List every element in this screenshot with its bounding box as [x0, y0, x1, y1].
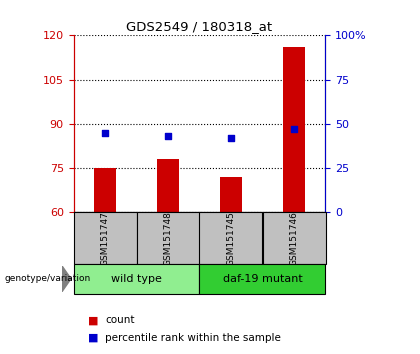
Text: count: count: [105, 315, 134, 325]
Polygon shape: [62, 266, 71, 292]
Point: [228, 135, 234, 141]
Text: percentile rank within the sample: percentile rank within the sample: [105, 333, 281, 343]
Text: ■: ■: [88, 333, 99, 343]
Title: GDS2549 / 180318_at: GDS2549 / 180318_at: [126, 20, 273, 33]
Text: daf-19 mutant: daf-19 mutant: [223, 274, 302, 284]
Bar: [74, 264, 200, 294]
Point: [291, 126, 297, 132]
Text: GSM151746: GSM151746: [289, 211, 299, 266]
Bar: [94, 168, 116, 212]
Text: GSM151745: GSM151745: [226, 211, 236, 266]
Bar: [262, 212, 326, 264]
Text: GSM151747: GSM151747: [100, 211, 110, 266]
Point: [165, 133, 171, 139]
Bar: [136, 212, 200, 264]
Bar: [220, 177, 242, 212]
Text: genotype/variation: genotype/variation: [4, 274, 90, 283]
Bar: [74, 212, 136, 264]
Bar: [283, 47, 305, 212]
Bar: [157, 159, 179, 212]
Bar: [200, 212, 262, 264]
Text: wild type: wild type: [111, 274, 162, 284]
Point: [102, 130, 108, 136]
Text: ■: ■: [88, 315, 99, 325]
Text: GSM151748: GSM151748: [163, 211, 173, 266]
Bar: [200, 264, 326, 294]
